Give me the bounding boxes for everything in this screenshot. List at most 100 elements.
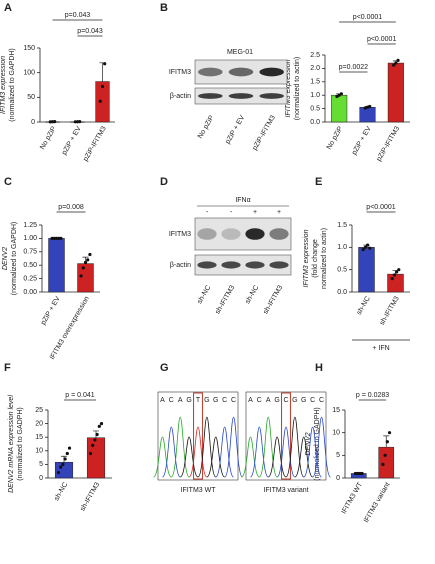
- panel-label: B: [160, 2, 168, 14]
- treatment-sign: +: [277, 209, 281, 216]
- y-axis-label: normalized to actin): [321, 228, 328, 289]
- blot-band: [245, 261, 265, 269]
- base-call: A: [160, 397, 165, 404]
- y-tick-label: 1.5: [337, 222, 347, 229]
- trace-peak: [179, 436, 199, 478]
- p-value: p = 0.0283: [356, 392, 389, 399]
- data-point: [63, 457, 67, 461]
- blot-band: [198, 67, 223, 77]
- y-tick-label: 0.75: [23, 249, 37, 256]
- blot-band: [228, 93, 254, 99]
- y-tick-label: 15: [332, 407, 340, 414]
- p-value: p = 0.041: [65, 392, 94, 399]
- y-tick-label: 1.25: [23, 222, 37, 229]
- panel-label: D: [160, 176, 168, 188]
- y-tick-label: 0.50: [23, 262, 37, 269]
- panel-label: A: [4, 2, 12, 14]
- data-point: [98, 99, 102, 103]
- treatment-sign: -: [230, 209, 233, 216]
- trace-peak: [153, 436, 172, 478]
- base-call: C: [319, 397, 324, 404]
- data-point: [88, 451, 93, 456]
- y-tick-label: 0.25: [23, 275, 37, 282]
- base-call: G: [301, 397, 306, 404]
- x-tick-label: sh-IFITM3: [79, 481, 101, 512]
- data-point: [366, 243, 370, 247]
- trace-peak: [197, 416, 217, 478]
- data-point: [387, 431, 392, 435]
- data-point: [56, 470, 61, 475]
- error-bar: [99, 62, 106, 82]
- p-value: p=0.0022: [339, 64, 368, 71]
- p-value: p<0.0001: [367, 36, 396, 43]
- chromatogram-frame: [245, 391, 327, 481]
- base-call: A: [248, 397, 253, 404]
- data-point: [59, 465, 63, 469]
- data-point: [97, 424, 101, 428]
- trace-peak: [285, 416, 305, 478]
- x-tick-label: sh-NC: [53, 481, 69, 502]
- data-point: [356, 471, 360, 476]
- data-point: [390, 277, 394, 281]
- x-tick-label: sh-NC: [356, 295, 372, 316]
- y-axis-label: DENV2: [305, 432, 312, 455]
- y-tick-label: 2.5: [310, 52, 320, 59]
- blot-row-label: IFITM3: [169, 231, 191, 238]
- chromatogram-frame: [157, 391, 239, 481]
- y-tick-label: 25: [35, 407, 43, 414]
- data-point: [100, 84, 105, 89]
- data-point: [86, 258, 90, 262]
- blot-band: [259, 93, 284, 99]
- panel-label: F: [4, 362, 11, 374]
- blot-row-label: β-actin: [170, 93, 191, 100]
- data-point: [339, 92, 343, 96]
- y-axis-label: (fold change: [312, 239, 319, 278]
- data-point: [103, 62, 107, 66]
- chromatogram-label: IFITM3 variant: [263, 487, 308, 494]
- data-point: [65, 451, 69, 456]
- trace-peak: [224, 416, 243, 478]
- y-tick-label: 1.5: [310, 79, 320, 86]
- panel-label: E: [315, 176, 322, 188]
- chromatogram-label: IFITM3 WT: [181, 487, 217, 494]
- base-call: A: [266, 397, 271, 404]
- blot-band: [228, 67, 254, 77]
- x-tick-label: pZiP-IFITM3: [376, 125, 402, 162]
- trace-peak: [294, 436, 314, 478]
- bar: [378, 446, 395, 479]
- x-tick-label: IFITM3 WT: [341, 481, 365, 515]
- blot-lane-label: pZiP-IFITM3: [251, 114, 277, 151]
- data-point: [395, 270, 399, 274]
- blot-title: IFNα: [235, 197, 250, 204]
- x-tick-label: pZiP + EV: [351, 125, 373, 156]
- x-tick-label: No pZiP: [326, 125, 345, 151]
- data-point: [67, 446, 72, 450]
- y-tick-label: 50: [27, 94, 35, 101]
- data-point: [396, 58, 400, 62]
- y-tick-label: 0: [39, 475, 43, 482]
- blot-lane-label: sh-IFITM3: [262, 284, 284, 315]
- y-axis-label: (normalized to GAPDH): [9, 48, 16, 122]
- blot-band: [259, 67, 284, 77]
- data-point: [363, 245, 367, 249]
- trace-peak: [250, 426, 269, 478]
- y-axis-label: (normalized to GADPH): [314, 407, 321, 481]
- y-axis-label: IFITM3 expression: [285, 59, 292, 117]
- bar: [331, 94, 348, 123]
- blot-strip: [194, 254, 292, 276]
- y-axis-label: IFITM3 expression: [0, 56, 7, 114]
- y-tick-label: 1.0: [337, 244, 347, 251]
- base-call: C: [283, 397, 288, 404]
- blot-band: [221, 228, 241, 240]
- y-axis-label: DENV2 mRNA expression level: [8, 395, 15, 493]
- data-point: [88, 252, 92, 257]
- p-value: p<0.0001: [353, 14, 382, 21]
- trace-peak: [267, 436, 287, 478]
- base-call: C: [222, 397, 227, 404]
- p-value: p=0.043: [65, 12, 91, 19]
- blot-band: [269, 261, 289, 269]
- p-value: p<0.0001: [366, 204, 395, 211]
- y-tick-label: 15: [35, 434, 43, 441]
- data-point: [79, 274, 83, 278]
- group-label: + IFN: [372, 345, 389, 352]
